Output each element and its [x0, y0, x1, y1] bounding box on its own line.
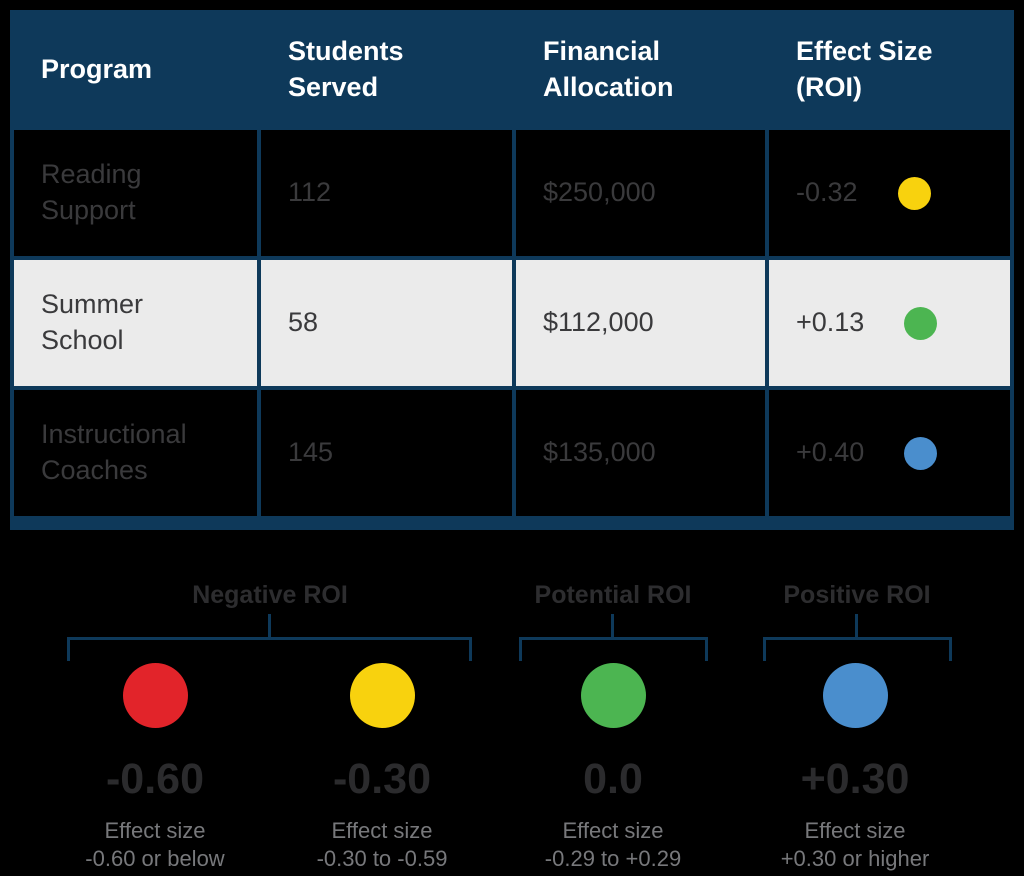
financial-allocation-value: $112,000 [543, 307, 654, 338]
legend-range-line1: Effect size [331, 818, 433, 843]
legend-circle-red-icon [122, 663, 188, 728]
legend-circle-yellow-icon [349, 663, 415, 728]
table-row-3-effect-cell: +0.40 [769, 390, 1010, 516]
legend-range-line1: Effect size [104, 818, 206, 843]
legend-item-green: 0.0 Effect size -0.29 to +0.29 [493, 663, 733, 873]
legend-range-line2: +0.30 or higher [780, 846, 930, 872]
legend-range-line2: -0.29 to +0.29 [544, 846, 682, 872]
legend-group-label-potential-roi: Potential ROI [534, 581, 692, 609]
program-name: Summer School [41, 289, 144, 355]
column-header-label: Students Served [288, 36, 404, 102]
program-name: Reading Support [41, 159, 142, 225]
table-row-3-students-cell: 145 [261, 390, 512, 516]
column-header-effect-size: Effect Size (ROI) [769, 14, 1010, 126]
table-row-1-students-cell: 112 [261, 130, 512, 256]
table-row-2-students-cell: 58 [261, 260, 512, 386]
students-served-value: 145 [288, 437, 334, 468]
legend-anchor-value: +0.30 [800, 755, 910, 803]
legend-group-label-positive-roi: Positive ROI [783, 581, 931, 609]
students-served-value: 58 [288, 307, 319, 338]
effect-size-value: +0.13 [796, 307, 865, 338]
effect-size-value: +0.40 [796, 437, 865, 468]
legend-bracket-positive [763, 637, 952, 661]
students-served-value: 112 [288, 177, 332, 208]
legend-range-line1: Effect size [804, 818, 906, 843]
financial-allocation-value: $250,000 [543, 177, 656, 208]
column-header-students-served: Students Served [261, 14, 512, 126]
table-row-1-allocation-cell: $250,000 [516, 130, 765, 256]
financial-allocation-value: $135,000 [543, 437, 656, 468]
legend-circle-blue-icon [822, 663, 888, 728]
table-row-2-effect-cell: +0.13 [769, 260, 1010, 386]
legend-bracket-stem-positive [855, 614, 858, 637]
legend-range-line2: -0.30 to -0.59 [316, 846, 448, 872]
legend-item-yellow: -0.30 Effect size -0.30 to -0.59 [262, 663, 502, 873]
legend-item-red: -0.60 Effect size -0.60 or below [35, 663, 275, 873]
legend-bracket-negative [67, 637, 472, 661]
legend-anchor-value: 0.0 [583, 755, 643, 803]
legend-bracket-potential [519, 637, 708, 661]
program-name: Instructional Coaches [41, 419, 187, 485]
legend-bracket-stem-potential [611, 614, 614, 637]
legend-anchor-value: -0.60 [105, 755, 204, 803]
table-row-1-effect-cell: -0.32 [769, 130, 1010, 256]
effect-size-dot-yellow-icon [897, 176, 931, 210]
legend-bracket-stem-negative [268, 614, 271, 637]
legend-group-label-negative-roi: Negative ROI [192, 581, 348, 609]
legend-anchor-value: -0.30 [332, 755, 431, 803]
table-row-2-allocation-cell: $112,000 [516, 260, 765, 386]
program-roi-table: Program Students Served Financial Alloca… [10, 10, 1014, 530]
table-row-2-program-cell: Summer School [14, 260, 257, 386]
column-header-label: Effect Size (ROI) [796, 36, 933, 102]
column-header-program: Program [14, 14, 257, 126]
column-header-financial-allocation: Financial Allocation [516, 14, 765, 126]
column-header-label: Program [41, 54, 153, 85]
legend-range-line2: -0.60 or below [85, 846, 225, 872]
legend-range-line1: Effect size [562, 818, 664, 843]
column-header-label: Financial Allocation [543, 36, 674, 102]
effect-size-value: -0.32 [796, 177, 858, 208]
legend-circle-green-icon [580, 663, 646, 728]
legend-range-text: Effect size -0.29 to +0.29 [493, 817, 733, 873]
table-row-1-program-cell: Reading Support [14, 130, 257, 256]
table-row-3-allocation-cell: $135,000 [516, 390, 765, 516]
legend-range-text: Effect size -0.30 to -0.59 [262, 817, 502, 873]
effect-size-dot-blue-icon [904, 436, 938, 470]
legend-range-text: Effect size -0.60 or below [35, 817, 275, 873]
table-row-3-program-cell: Instructional Coaches [14, 390, 257, 516]
legend-item-blue: +0.30 Effect size +0.30 or higher [735, 663, 975, 873]
effect-size-dot-green-icon [904, 306, 938, 340]
legend-range-text: Effect size +0.30 or higher [735, 817, 975, 873]
